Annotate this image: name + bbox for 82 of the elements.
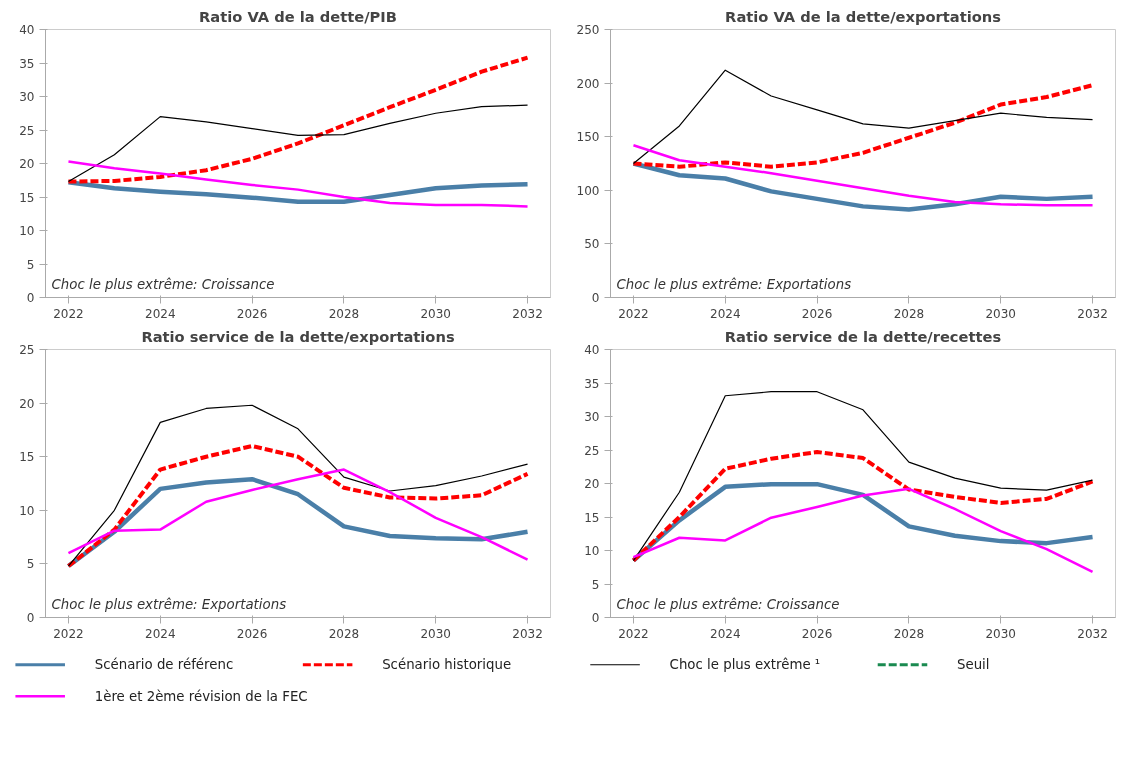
y-tick-label: 0 — [591, 291, 600, 305]
x-tick-label: 2022 — [618, 626, 649, 641]
line-series — [632, 487, 1094, 574]
legend-label: Seuil — [957, 657, 990, 673]
legend-label: Scénario historique — [382, 657, 512, 673]
line-series — [67, 160, 529, 208]
y-tick-label: 35 — [19, 56, 35, 71]
x-tick-label: 2022 — [53, 306, 84, 321]
y-tick-label: 15 — [584, 510, 600, 525]
x-tick-label: 2030 — [420, 306, 451, 321]
y-tick-label: 5 — [26, 257, 35, 272]
x-tick-label: 2028 — [893, 306, 925, 321]
chart-title: Ratio service de la dette/exportations — [141, 327, 455, 345]
y-tick-label: 20 — [19, 157, 35, 171]
line-series — [66, 443, 530, 569]
x-tick-label: 2026 — [236, 306, 268, 321]
x-tick-label: 2026 — [801, 626, 833, 641]
line-series — [632, 391, 1094, 562]
line-series — [632, 144, 1094, 207]
y-tick-label: 35 — [584, 376, 600, 391]
x-tick-label: 2032 — [1077, 306, 1108, 321]
y-tick-label: 25 — [19, 343, 35, 357]
annotation: Choc le plus extrême: Exportations — [616, 276, 852, 292]
annotation: Choc le plus extrême: Croissance — [51, 276, 275, 292]
x-tick-label: 2032 — [512, 306, 543, 321]
x-tick-label: 2022 — [53, 626, 84, 641]
chart-title: Ratio VA de la dette/PIB — [199, 7, 397, 25]
y-tick-label: 25 — [584, 443, 600, 458]
line-series — [66, 55, 530, 184]
y-tick-label: 30 — [584, 410, 600, 424]
x-tick-label: 2024 — [145, 626, 176, 641]
y-tick-label: 100 — [576, 183, 600, 198]
x-tick-label: 2028 — [893, 626, 925, 641]
x-tick-label: 2030 — [420, 626, 451, 641]
line-series — [631, 481, 1095, 563]
x-tick-label: 2028 — [328, 626, 360, 641]
y-tick-label: 10 — [19, 224, 35, 238]
line-series — [67, 404, 529, 567]
y-tick-label: 20 — [584, 477, 600, 491]
y-tick-label: 250 — [576, 23, 600, 37]
y-tick-label: 0 — [26, 611, 35, 625]
y-tick-label: 40 — [19, 23, 35, 37]
annotation: Choc le plus extrême: Exportations — [51, 596, 287, 612]
y-tick-label: 50 — [584, 237, 600, 252]
x-tick-label: 2024 — [710, 626, 741, 641]
x-tick-label: 2024 — [710, 306, 741, 321]
legend-label: Choc le plus extrême ¹ — [669, 657, 821, 673]
chart-title: Ratio service de la dette/recettes — [724, 327, 1002, 345]
x-tick-label: 2030 — [985, 626, 1016, 641]
y-tick-label: 20 — [19, 396, 35, 411]
x-tick-label: 2032 — [1077, 626, 1108, 641]
x-tick-label: 2026 — [236, 626, 268, 641]
y-tick-label: 10 — [584, 544, 600, 558]
y-tick-label: 5 — [26, 557, 35, 572]
y-tick-label: 200 — [576, 76, 600, 91]
y-tick-label: 10 — [19, 503, 35, 518]
chart-title: Ratio VA de la dette/exportations — [725, 7, 1002, 25]
legend-label: 1ère et 2ème révision de la FEC — [94, 688, 308, 704]
line-series — [631, 450, 1095, 563]
legend-label: Scénario de référenc — [94, 657, 234, 673]
y-tick-label: 150 — [576, 130, 600, 145]
y-tick-label: 25 — [19, 123, 35, 138]
x-tick-label: 2030 — [985, 306, 1016, 321]
y-tick-label: 40 — [584, 343, 600, 357]
y-tick-label: 0 — [26, 291, 35, 305]
line-series — [632, 69, 1094, 165]
annotation: Choc le plus extrême: Croissance — [616, 596, 840, 612]
x-tick-label: 2028 — [328, 306, 360, 321]
y-tick-label: 15 — [19, 190, 35, 205]
line-series — [67, 104, 529, 183]
y-tick-label: 30 — [19, 90, 35, 104]
y-tick-label: 15 — [19, 450, 35, 465]
y-tick-label: 0 — [591, 611, 600, 625]
line-series — [631, 161, 1095, 212]
line-series — [66, 180, 530, 204]
x-tick-label: 2024 — [145, 306, 176, 321]
y-tick-label: 5 — [591, 577, 600, 592]
x-tick-label: 2032 — [512, 626, 543, 641]
x-tick-label: 2022 — [618, 306, 649, 321]
x-tick-label: 2026 — [801, 306, 833, 321]
line-series — [631, 83, 1095, 169]
line-series — [67, 468, 529, 561]
